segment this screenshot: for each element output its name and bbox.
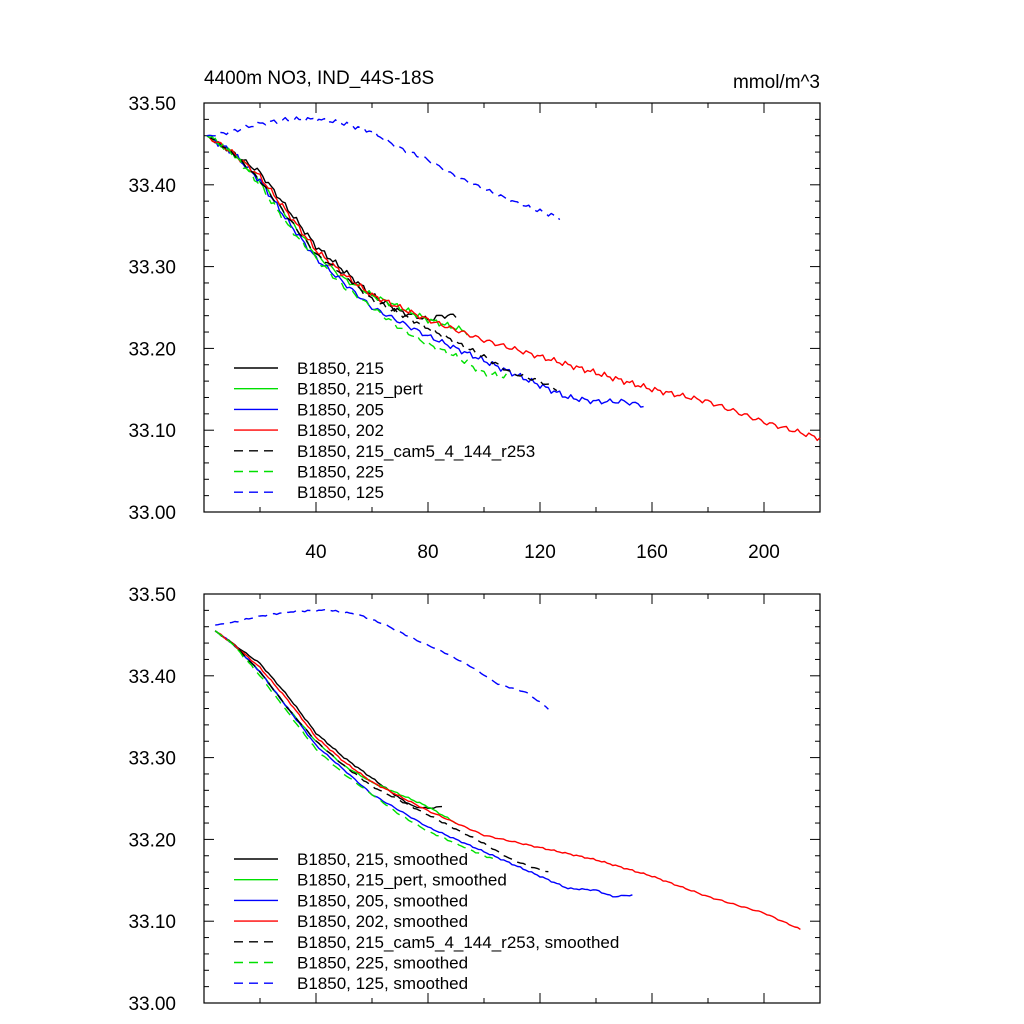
y-tick-label: 33.10 <box>128 912 176 933</box>
series-line <box>214 630 443 809</box>
series-line <box>206 135 558 392</box>
top-panel: 4400m NO3, IND_44S-18S mmol/m^3 33.00 33.… <box>128 68 821 563</box>
legend-label: B1850, 202 <box>297 421 384 440</box>
y-tick-label: 33.30 <box>128 749 176 770</box>
y-tick-label: 33.30 <box>128 258 176 279</box>
series-line <box>206 135 507 379</box>
series-line <box>214 630 801 930</box>
legend-label: B1850, 225 <box>297 463 384 482</box>
y-tick-label: 33.50 <box>128 94 176 115</box>
series-line <box>206 135 644 408</box>
y-tick-label: 33.50 <box>128 585 176 606</box>
series-line <box>214 630 549 873</box>
x-tick-label: 80 <box>417 542 438 563</box>
y-tick-label: 33.00 <box>128 503 176 524</box>
y-tick-label: 33.40 <box>128 176 176 197</box>
y-tick-label: 33.10 <box>128 421 176 442</box>
legend-label: B1850, 225, smoothed <box>297 954 468 973</box>
legend-label: B1850, 215_pert, smoothed <box>297 871 507 890</box>
legend-label: B1850, 202, smoothed <box>297 912 468 931</box>
x-tick-label: 160 <box>636 542 668 563</box>
legend-label: B1850, 215_cam5_4_144_r253 <box>297 442 535 461</box>
legend-label: B1850, 215_cam5_4_144_r253, smoothed <box>297 933 619 952</box>
y-tick-label: 33.20 <box>128 339 176 360</box>
y-tick-label: 33.20 <box>128 830 176 851</box>
plot-frame <box>203 593 821 1004</box>
series-line <box>206 135 821 442</box>
legend-label: B1850, 205, smoothed <box>297 891 468 910</box>
x-tick-label: 40 <box>305 542 326 563</box>
series-line <box>215 609 549 710</box>
plot-frame <box>203 102 821 513</box>
legend-label: B1850, 215_pert <box>297 380 423 399</box>
x-tick-label: 200 <box>748 542 780 563</box>
legend-label: B1850, 215, smoothed <box>297 850 468 869</box>
legend-label: B1850, 125 <box>297 483 384 502</box>
series-line <box>214 630 499 861</box>
y-tick-label: 33.40 <box>128 667 176 688</box>
bottom-panel: 33.00 33.10 33.20 33.30 33.40 33.50 B1850, 215… <box>128 585 821 1015</box>
legend-label: B1850, 205 <box>297 400 384 419</box>
legend-label: B1850, 125, smoothed <box>297 974 468 993</box>
x-tick-label: 120 <box>524 542 556 563</box>
units-label: mmol/m^3 <box>733 72 820 93</box>
chart-title: 4400m NO3, IND_44S-18S <box>204 68 434 89</box>
series-line <box>214 630 633 898</box>
series-line <box>206 116 561 221</box>
y-tick-label: 33.00 <box>128 994 176 1015</box>
legend-label: B1850, 215 <box>297 359 384 378</box>
